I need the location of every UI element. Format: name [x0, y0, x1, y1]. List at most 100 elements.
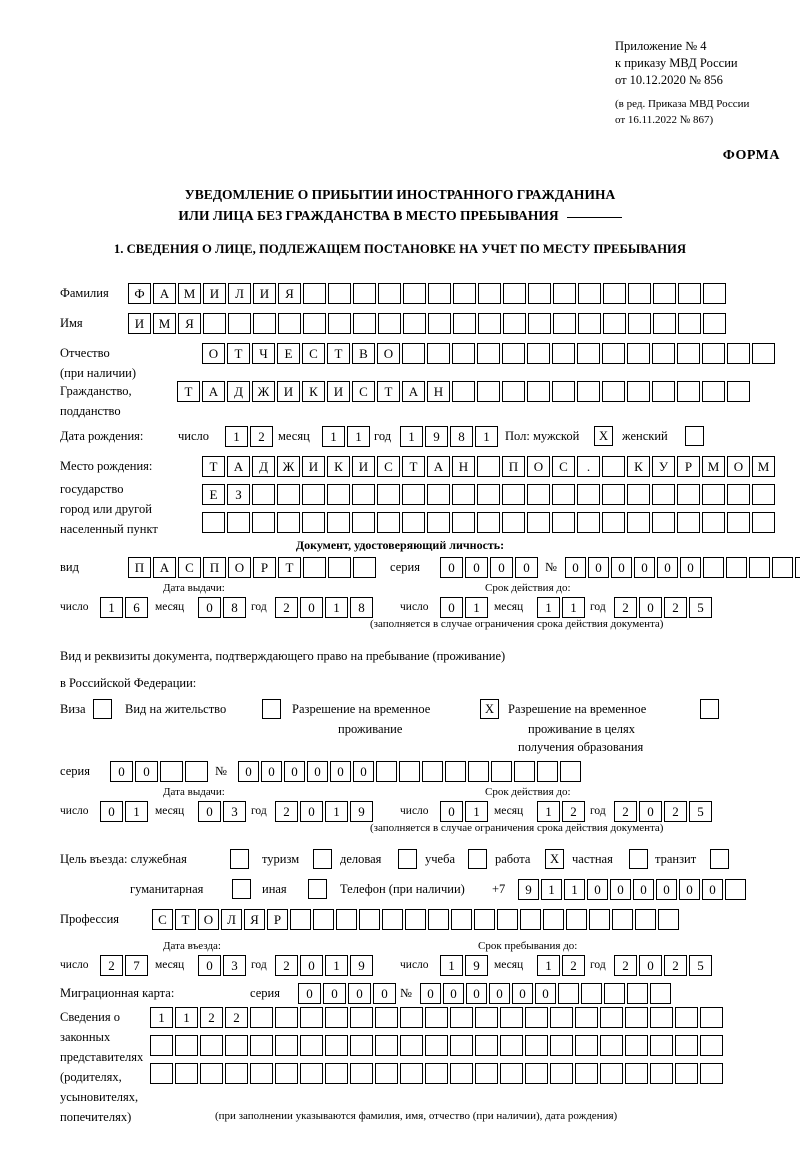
char-cell[interactable] [602, 484, 625, 505]
char-cell[interactable] [200, 1063, 223, 1084]
checkbox-purpose-business[interactable] [398, 849, 417, 869]
char-cell[interactable] [726, 557, 747, 578]
char-cell[interactable]: 0 [465, 557, 488, 578]
char-cell[interactable] [225, 1035, 248, 1056]
char-cell[interactable] [527, 343, 550, 364]
char-cell[interactable]: И [302, 456, 325, 477]
char-cell[interactable] [602, 512, 625, 533]
char-cell[interactable]: А [227, 456, 250, 477]
char-cell[interactable] [537, 761, 558, 782]
char-cell[interactable]: 1 [465, 801, 488, 822]
char-cell[interactable]: 1 [475, 426, 498, 447]
char-cell[interactable] [602, 381, 625, 402]
char-cell[interactable]: 8 [350, 597, 373, 618]
char-cell[interactable] [227, 512, 250, 533]
char-cell[interactable]: И [352, 456, 375, 477]
char-cell[interactable] [575, 1035, 598, 1056]
char-cell[interactable] [203, 313, 226, 334]
char-cell[interactable] [703, 557, 724, 578]
char-cell[interactable]: М [702, 456, 725, 477]
char-cell[interactable]: 1 [564, 879, 585, 900]
char-cell[interactable] [553, 283, 576, 304]
char-cell[interactable]: Д [227, 381, 250, 402]
char-cell[interactable]: Н [452, 456, 475, 477]
char-cell[interactable]: О [727, 456, 750, 477]
char-cell[interactable] [400, 1007, 423, 1028]
char-cell[interactable]: 0 [610, 879, 631, 900]
char-cell[interactable] [627, 512, 650, 533]
char-cell[interactable]: 0 [679, 879, 700, 900]
char-cell[interactable] [627, 381, 650, 402]
char-cell[interactable]: И [253, 283, 276, 304]
char-cell[interactable] [278, 313, 301, 334]
char-cell[interactable]: К [627, 456, 650, 477]
char-cell[interactable] [202, 512, 225, 533]
char-cell[interactable]: 1 [225, 426, 248, 447]
checkbox-female[interactable] [685, 426, 704, 446]
char-cell[interactable] [752, 484, 775, 505]
char-cell[interactable] [453, 283, 476, 304]
char-cell[interactable]: К [302, 381, 325, 402]
char-cell[interactable] [603, 313, 626, 334]
char-cell[interactable]: 0 [284, 761, 305, 782]
char-cell[interactable] [652, 381, 675, 402]
char-cell[interactable]: С [552, 456, 575, 477]
char-cell[interactable]: К [327, 456, 350, 477]
char-cell[interactable] [658, 909, 679, 930]
char-cell[interactable] [428, 909, 449, 930]
char-cell[interactable]: 0 [420, 983, 441, 1004]
char-cell[interactable] [552, 343, 575, 364]
char-cell[interactable] [627, 343, 650, 364]
char-cell[interactable]: 0 [443, 983, 464, 1004]
char-cell[interactable] [353, 283, 376, 304]
char-cell[interactable] [652, 343, 675, 364]
char-cell[interactable] [290, 909, 311, 930]
char-cell[interactable]: А [402, 381, 425, 402]
char-cell[interactable] [400, 1035, 423, 1056]
char-cell[interactable]: М [153, 313, 176, 334]
char-cell[interactable]: 0 [198, 597, 221, 618]
char-cell[interactable] [702, 484, 725, 505]
char-cell[interactable] [553, 313, 576, 334]
char-cell[interactable]: 2 [275, 801, 298, 822]
char-cell[interactable] [378, 313, 401, 334]
char-cell[interactable]: 1 [100, 597, 123, 618]
char-cell[interactable] [552, 512, 575, 533]
char-cell[interactable] [303, 557, 326, 578]
char-cell[interactable] [175, 1035, 198, 1056]
char-cell[interactable]: 1 [440, 955, 463, 976]
char-cell[interactable] [652, 484, 675, 505]
char-cell[interactable]: 2 [100, 955, 123, 976]
char-cell[interactable] [525, 1035, 548, 1056]
char-cell[interactable] [650, 1007, 673, 1028]
char-cell[interactable] [478, 313, 501, 334]
char-cell[interactable]: 2 [664, 597, 687, 618]
char-cell[interactable] [500, 1007, 523, 1028]
char-cell[interactable]: М [178, 283, 201, 304]
char-cell[interactable] [527, 484, 550, 505]
char-cell[interactable]: 0 [634, 557, 655, 578]
char-cell[interactable]: А [153, 283, 176, 304]
char-cell[interactable]: С [178, 557, 201, 578]
char-cell[interactable]: Н [427, 381, 450, 402]
char-cell[interactable]: 1 [347, 426, 370, 447]
char-cell[interactable]: 0 [307, 761, 328, 782]
char-cell[interactable]: 1 [537, 955, 560, 976]
char-cell[interactable] [450, 1007, 473, 1028]
char-cell[interactable]: Л [221, 909, 242, 930]
char-cell[interactable] [675, 1063, 698, 1084]
char-cell[interactable] [402, 484, 425, 505]
char-cell[interactable]: Я [244, 909, 265, 930]
char-cell[interactable] [627, 484, 650, 505]
char-cell[interactable]: 0 [300, 597, 323, 618]
char-cell[interactable] [552, 381, 575, 402]
char-cell[interactable]: 2 [664, 801, 687, 822]
char-cell[interactable]: М [752, 456, 775, 477]
char-cell[interactable]: Т [278, 557, 301, 578]
char-cell[interactable] [650, 983, 671, 1004]
checkbox-purpose-transit[interactable] [710, 849, 729, 869]
